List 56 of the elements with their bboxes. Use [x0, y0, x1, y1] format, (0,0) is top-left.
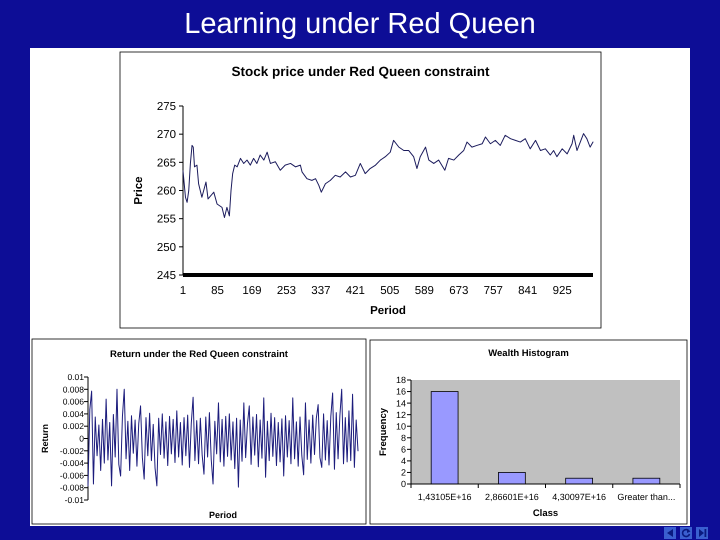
y-tick-label: 0.01 — [67, 372, 84, 382]
line-series — [88, 388, 358, 488]
y-tick-label: -0.01 — [64, 494, 84, 505]
y-tick-label: 0.006 — [62, 396, 84, 407]
x-tick-label: 841 — [518, 285, 538, 297]
y-tick-label: 0 — [400, 479, 406, 490]
y-tick-label: 0.004 — [62, 408, 84, 419]
y-tick-label: 12 — [396, 410, 406, 420]
y-tick-label: 250 — [156, 242, 176, 254]
text: Learning under Red Queen — [184, 8, 536, 40]
x-axis-title: Period — [208, 510, 238, 520]
y-tick-label: -0.002 — [60, 446, 84, 456]
y-tick-label: 8 — [400, 432, 406, 443]
y-tick-label: -0.008 — [60, 482, 84, 493]
line-series — [182, 133, 594, 218]
x-tick-label: 4,30097E+16 — [552, 492, 606, 502]
x-axis-title: Class — [532, 508, 558, 519]
x-tick-label: 169 — [242, 285, 262, 297]
chart-title: Wealth Histogram — [488, 348, 569, 359]
y-tick-label: 14 — [396, 398, 406, 408]
x-tick-label: 589 — [414, 285, 434, 297]
x-tick-label: 85 — [211, 285, 224, 297]
x-tick-label: 925 — [552, 285, 572, 297]
y-tick-label: -0.006 — [60, 470, 84, 480]
x-tick-label: 253 — [276, 285, 296, 297]
x-axis-title: Period — [370, 305, 406, 317]
y-tick-label: 255 — [156, 214, 176, 226]
x-tick-label: 1 — [180, 285, 186, 297]
x-tick-label: 421 — [346, 285, 365, 297]
y-tick-label: 0.008 — [62, 384, 84, 394]
y-axis-title: Return — [40, 424, 50, 453]
y-tick-label: 16 — [396, 386, 406, 397]
x-tick-label: 505 — [380, 285, 400, 297]
x-tick-label: 757 — [484, 285, 503, 297]
y-tick-label: -0.004 — [60, 458, 84, 468]
x-tick-label: Greater than... — [617, 492, 676, 502]
y-axis-title: Price — [133, 176, 145, 205]
y-tick-label: 18 — [396, 375, 406, 386]
y-tick-label: 0 — [79, 433, 84, 444]
y-tick-label: 10 — [396, 421, 406, 432]
y-tick-label: 245 — [156, 270, 176, 282]
y-tick-label: 270 — [156, 129, 176, 142]
y-tick-label: 260 — [156, 186, 176, 198]
y-tick-label: 275 — [156, 101, 176, 114]
y-tick-label: 6 — [400, 444, 406, 454]
x-tick-label: 1,43105E+16 — [418, 492, 472, 502]
x-tick-label: 673 — [449, 285, 468, 297]
y-tick-label: 265 — [156, 157, 176, 170]
chart-title: Stock price under Red Queen constraint — [231, 64, 490, 79]
x-tick-label: 337 — [311, 285, 330, 297]
y-tick-label: 2 — [400, 468, 406, 478]
y-tick-label: 4 — [400, 456, 406, 466]
y-tick-label: 0.002 — [62, 421, 84, 432]
y-axis-title: Frequency — [378, 407, 389, 456]
x-tick-label: 2,86601E+16 — [484, 492, 539, 502]
chart-title: Return under the Red Queen constraint — [110, 349, 289, 360]
